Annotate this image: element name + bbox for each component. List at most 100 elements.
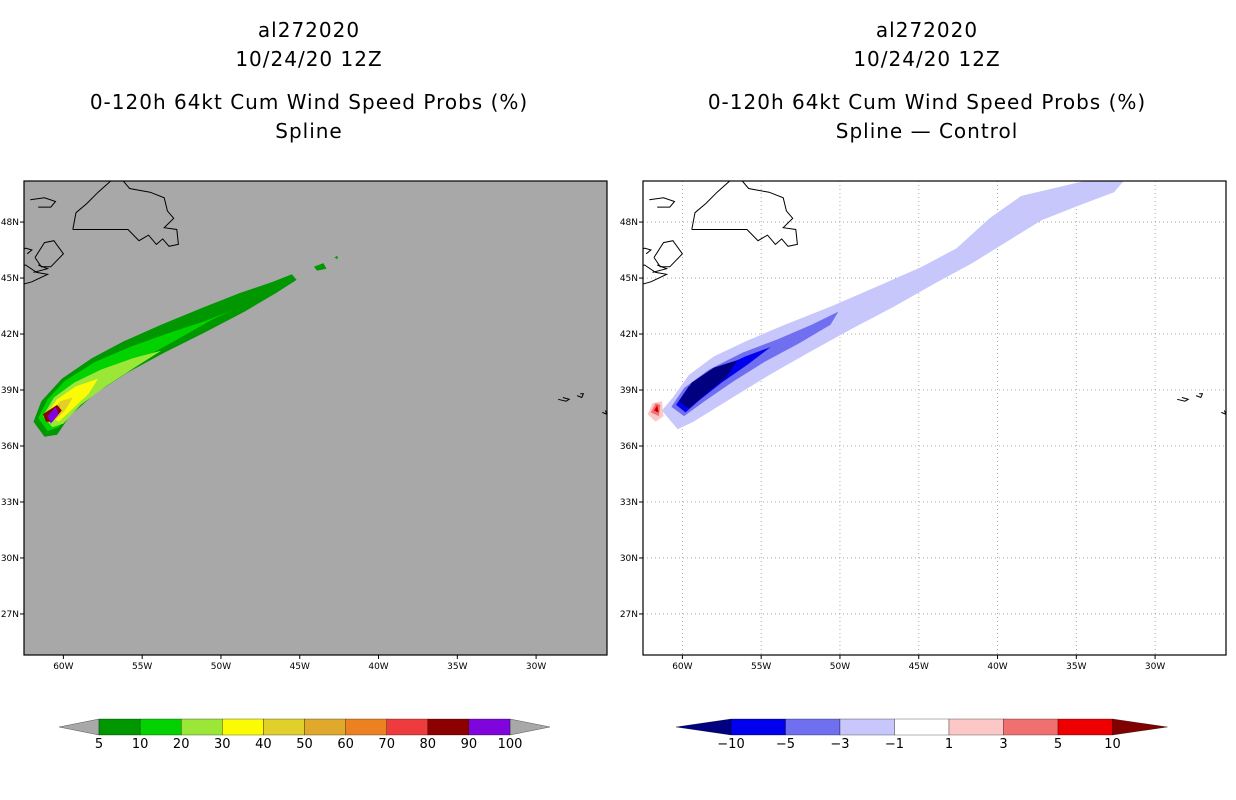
right-colorbar-label-4: 1 bbox=[945, 737, 953, 752]
left-colorbar-swatch-9 bbox=[468, 718, 511, 736]
right-map-panel: 60W 55W 50W 45W 40W 35W 30W 48N 45N 42N 39N 36N 33N 3… bbox=[620, 180, 1227, 672]
left-colorbar-arrow-low bbox=[58, 718, 100, 736]
right-colorbar-label-6: 5 bbox=[1054, 737, 1062, 752]
left-colorbar-label-9: 90 bbox=[461, 737, 478, 752]
right-colorbar-label-1: −5 bbox=[776, 737, 795, 752]
right-contour-neg10 bbox=[679, 360, 738, 409]
right-x-tick-label-45W: 45W bbox=[909, 662, 929, 672]
right-colorbar-swatch-2 bbox=[839, 718, 895, 736]
right-contour-neg1 bbox=[661, 181, 1124, 430]
right-colorbar-label-3: −1 bbox=[885, 737, 904, 752]
right-coastline-1 bbox=[653, 240, 684, 268]
left-coastline-2 bbox=[24, 264, 50, 285]
right-title: 0-120h 64kt Cum Wind Speed Probs (%) bbox=[707, 90, 1147, 114]
left-contour-5 bbox=[33, 274, 297, 437]
right-coastline-6 bbox=[1177, 397, 1190, 402]
right-subtitle: Spline — Control bbox=[835, 119, 1019, 143]
right-x-tick-label-30W: 30W bbox=[1145, 662, 1165, 672]
right-colorbar-label-7: 10 bbox=[1104, 737, 1121, 752]
right-x-tick-label-40W: 40W bbox=[987, 662, 1007, 672]
left-colorbar-label-2: 20 bbox=[173, 737, 190, 752]
right-colorbar-swatch-0 bbox=[730, 718, 786, 736]
left-coastline-7 bbox=[576, 393, 585, 399]
right-chart-title: al272020 10/24/20 12Z 0-120h 64kt Cum Wi… bbox=[618, 16, 1236, 146]
left-title: 0-120h 64kt Cum Wind Speed Probs (%) bbox=[89, 90, 529, 114]
left-contour-90 bbox=[47, 406, 59, 424]
left-colorbar-label-6: 60 bbox=[337, 737, 354, 752]
left-coastline-1 bbox=[34, 240, 65, 268]
left-colorbar-label-4: 40 bbox=[255, 737, 272, 752]
left-chart-title: al272020 10/24/20 12Z 0-120h 64kt Cum Wi… bbox=[0, 16, 618, 146]
left-colorbar-label-5: 50 bbox=[296, 737, 313, 752]
right-colorbar-swatch-3 bbox=[894, 718, 950, 736]
right-y-tick-label-33N: 33N bbox=[620, 498, 638, 508]
left-colorbar-swatch-2 bbox=[181, 718, 223, 736]
left-contour-speck bbox=[334, 255, 338, 260]
right-map-frame bbox=[642, 180, 1227, 656]
right-y-tick-label-27N: 27N bbox=[620, 610, 638, 620]
right-colorbar-arrow-high bbox=[1112, 718, 1168, 736]
left-x-tick-label-35W: 35W bbox=[447, 662, 467, 672]
right-y-tick-label-42N: 42N bbox=[620, 330, 638, 340]
left-x-tick-label-30W: 30W bbox=[526, 662, 546, 672]
left-colorbar-swatch-4 bbox=[263, 718, 305, 736]
right-x-tick-label-50W: 50W bbox=[830, 662, 850, 672]
left-coastline-8 bbox=[602, 410, 607, 415]
left-x-tick-label-40W: 40W bbox=[368, 662, 388, 672]
right-coastline-5 bbox=[649, 197, 676, 208]
right-colorbar-swatch-1 bbox=[785, 718, 841, 736]
left-colorbar-swatch-8 bbox=[427, 718, 470, 736]
right-storm-id: al272020 bbox=[875, 18, 979, 42]
left-y-tick-label-33N: 33N bbox=[1, 498, 19, 508]
right-contour-neg3 bbox=[671, 311, 839, 417]
right-colorbar-label-0: −10 bbox=[717, 737, 744, 752]
left-storm-id: al272020 bbox=[257, 18, 361, 42]
right-colorbar-swatch-4 bbox=[948, 718, 1004, 736]
left-colorbar-swatch-0 bbox=[98, 718, 141, 736]
right-coastline-4 bbox=[652, 264, 669, 273]
left-y-tick-label-36N: 36N bbox=[1, 442, 19, 452]
right-y-tick-label-48N: 48N bbox=[620, 218, 638, 228]
left-x-tick-label-55W: 55W bbox=[132, 662, 152, 672]
right-y-tick-label-39N: 39N bbox=[620, 386, 638, 396]
left-x-tick-label-45W: 45W bbox=[290, 662, 310, 672]
left-contour-island bbox=[313, 263, 327, 271]
left-y-tick-label-39N: 39N bbox=[1, 386, 19, 396]
left-coastline-0 bbox=[72, 181, 179, 247]
left-y-tick-label-30N: 30N bbox=[1, 554, 19, 564]
left-coastline-5 bbox=[30, 197, 57, 208]
left-y-tick-label-27N: 27N bbox=[1, 610, 19, 620]
right-y-tick-label-36N: 36N bbox=[620, 442, 638, 452]
left-y-tick-label-45N: 45N bbox=[1, 274, 19, 284]
right-colorbar-swatch-6 bbox=[1057, 718, 1113, 736]
left-map-background bbox=[24, 181, 607, 655]
left-colorbar: 5 10 20 30 40 50 60 70 80 90 100 bbox=[58, 718, 551, 752]
right-date: 10/24/20 12Z bbox=[853, 47, 1001, 71]
left-map-panel: 60W 55W 50W 45W 40W 35W 30W 48N 45N 42N 39N 36N 33N 3… bbox=[1, 180, 608, 672]
right-colorbar: −10 −5 −3 −1 1 3 5 10 bbox=[675, 718, 1168, 752]
left-colorbar-swatch-5 bbox=[304, 718, 346, 736]
right-map-plot-area bbox=[643, 181, 1226, 655]
right-x-tick-label-55W: 55W bbox=[751, 662, 771, 672]
left-y-tick-label-42N: 42N bbox=[1, 330, 19, 340]
right-x-tick-label-60W: 60W bbox=[672, 662, 692, 672]
right-colorbar-swatch-5 bbox=[1003, 718, 1059, 736]
right-coastline-8 bbox=[1221, 410, 1226, 415]
left-colorbar-label-0: 5 bbox=[95, 737, 103, 752]
right-map-background bbox=[643, 181, 1226, 655]
left-date: 10/24/20 12Z bbox=[235, 47, 383, 71]
left-colorbar-swatch-1 bbox=[139, 718, 182, 736]
left-colorbar-swatch-3 bbox=[222, 718, 264, 736]
right-coastline-0 bbox=[691, 181, 798, 247]
left-colorbar-swatch-6 bbox=[345, 718, 387, 736]
right-colorbar-arrow-low bbox=[675, 718, 732, 736]
left-colorbar-label-8: 80 bbox=[420, 737, 437, 752]
left-colorbar-label-1: 10 bbox=[132, 737, 149, 752]
left-x-tick-label-50W: 50W bbox=[211, 662, 231, 672]
left-subtitle: Spline bbox=[275, 119, 343, 143]
left-coastline-3 bbox=[24, 247, 33, 255]
left-y-tick-label-48N: 48N bbox=[1, 218, 19, 228]
left-x-tick-label-60W: 60W bbox=[53, 662, 73, 672]
right-y-tick-label-45N: 45N bbox=[620, 274, 638, 284]
left-coastline-6 bbox=[558, 397, 571, 402]
